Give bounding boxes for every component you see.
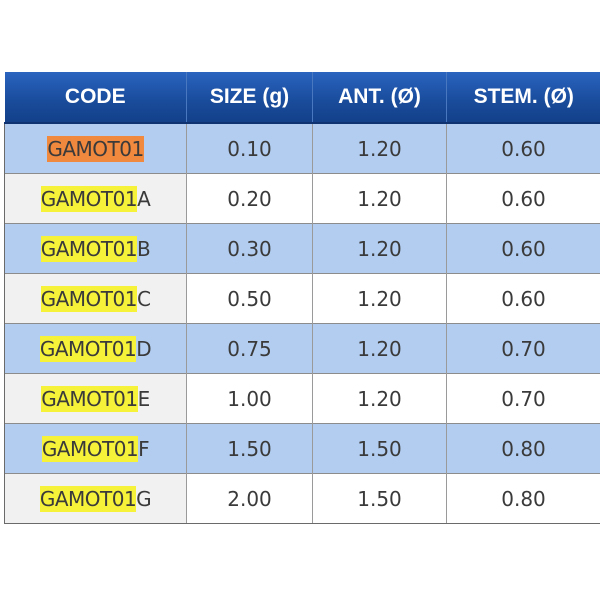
code-suffix: D: [136, 336, 152, 361]
header-code: CODE: [4, 72, 187, 124]
code-base: GAMOT01: [41, 385, 138, 412]
table-body: GAMOT01 0.10 1.20 0.60 GAMOT01A 0.20 1.2…: [4, 122, 600, 524]
spec-table: CODE SIZE (g) ANT. (Ø) STEM. (Ø) GAMOT01…: [4, 72, 600, 524]
header-row: CODE SIZE (g) ANT. (Ø) STEM. (Ø): [4, 72, 600, 124]
stem-cell: 0.70: [446, 323, 600, 374]
size-cell: 0.75: [186, 323, 313, 374]
code-suffix: G: [136, 486, 152, 511]
table-row: GAMOT01C 0.50 1.20 0.60: [4, 273, 600, 324]
code-suffix: A: [137, 186, 151, 211]
code-suffix: E: [137, 386, 151, 411]
code-base: GAMOT01: [40, 285, 137, 312]
header-size: SIZE (g): [186, 72, 313, 124]
table-row: GAMOT01F 1.50 1.50 0.80: [4, 423, 600, 474]
ant-cell: 1.50: [312, 423, 447, 474]
table-row: GAMOT01G 2.00 1.50 0.80: [4, 473, 600, 524]
table-row: GAMOT01 0.10 1.20 0.60: [4, 122, 600, 174]
ant-cell: 1.20: [312, 373, 447, 424]
code-cell: GAMOT01B: [4, 223, 187, 274]
header-ant: ANT. (Ø): [312, 72, 447, 124]
stem-cell: 0.70: [446, 373, 600, 424]
code-base: GAMOT01: [47, 135, 144, 162]
ant-cell: 1.20: [312, 323, 447, 374]
table-header: CODE SIZE (g) ANT. (Ø) STEM. (Ø): [4, 72, 600, 124]
table-row: GAMOT01B 0.30 1.20 0.60: [4, 223, 600, 274]
stem-cell: 0.60: [446, 173, 600, 224]
code-base: GAMOT01: [40, 235, 138, 262]
ant-cell: 1.20: [312, 122, 447, 174]
header-stem: STEM. (Ø): [446, 72, 600, 124]
code-cell: GAMOT01D: [4, 323, 187, 374]
code-base: GAMOT01: [40, 185, 138, 212]
ant-cell: 1.20: [312, 173, 447, 224]
ant-cell: 1.20: [312, 273, 447, 324]
code-cell: GAMOT01E: [4, 373, 187, 424]
stem-cell: 0.80: [446, 423, 600, 474]
code-base: GAMOT01: [41, 435, 139, 462]
size-cell: 0.30: [186, 223, 313, 274]
code-cell: GAMOT01C: [4, 273, 187, 324]
code-base: GAMOT01: [39, 485, 137, 512]
size-cell: 0.50: [186, 273, 313, 324]
table-row: GAMOT01A 0.20 1.20 0.60: [4, 173, 600, 224]
code-cell: GAMOT01F: [4, 423, 187, 474]
table-row: GAMOT01D 0.75 1.20 0.70: [4, 323, 600, 374]
code-cell: GAMOT01: [4, 122, 187, 174]
code-cell: GAMOT01G: [4, 473, 187, 524]
code-suffix: F: [138, 436, 150, 461]
ant-cell: 1.50: [312, 473, 447, 524]
code-suffix: B: [137, 236, 151, 261]
code-suffix: C: [136, 286, 151, 311]
size-cell: 2.00: [186, 473, 313, 524]
size-cell: 0.20: [186, 173, 313, 224]
ant-cell: 1.20: [312, 223, 447, 274]
stem-cell: 0.60: [446, 273, 600, 324]
size-cell: 1.50: [186, 423, 313, 474]
code-base: GAMOT01: [39, 335, 137, 362]
table-row: GAMOT01E 1.00 1.20 0.70: [4, 373, 600, 424]
stem-cell: 0.80: [446, 473, 600, 524]
code-cell: GAMOT01A: [4, 173, 187, 224]
stem-cell: 0.60: [446, 122, 600, 174]
stem-cell: 0.60: [446, 223, 600, 274]
size-cell: 0.10: [186, 122, 313, 174]
size-cell: 1.00: [186, 373, 313, 424]
